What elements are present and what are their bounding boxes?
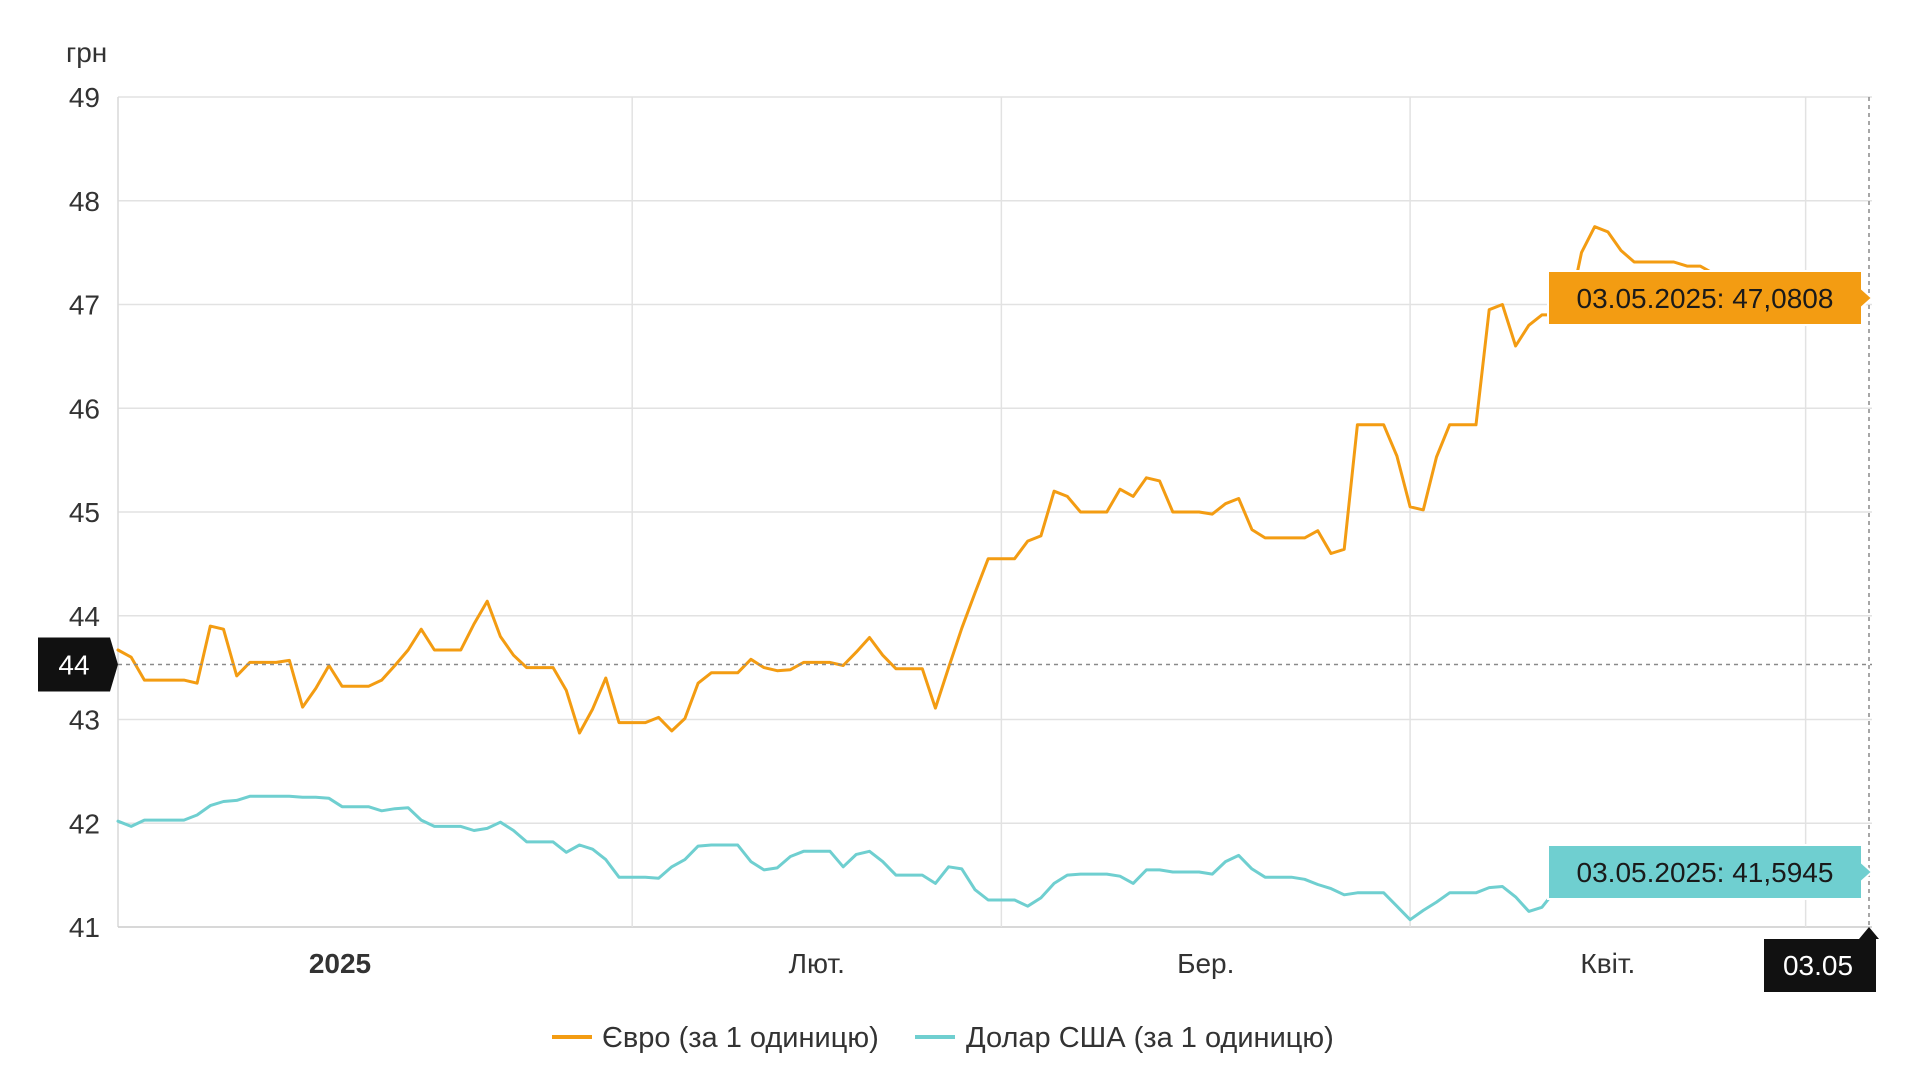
legend-item-euro-label: Євро (за 1 одиницю) — [602, 1022, 879, 1054]
tooltips: 03.05.2025: 47,0808 03.05.2025: 41,5945 — [1547, 270, 1874, 900]
crosshair-y-flag — [38, 637, 118, 692]
grid — [117, 96, 1872, 928]
series — [116, 225, 1834, 922]
axes: грн 41 42 43 44 45 46 47 48 49 2025 Лют. Бер. Квіт. — [66, 37, 1635, 979]
legend-item-euro[interactable]: Євро (за 1 одиницю) — [552, 1022, 879, 1054]
usd-series-line — [116, 794, 1834, 922]
y-tick-label: 45 — [69, 497, 100, 528]
euro-tooltip-text: 03.05.2025: 47,0808 — [1577, 283, 1834, 314]
x-tick-label: Квіт. — [1580, 948, 1635, 979]
legend[interactable]: Євро (за 1 одиницю) Долар США (за 1 одини… — [552, 1022, 1334, 1054]
x-tick-label: Лют. — [789, 948, 845, 979]
x-tick-label: Бер. — [1177, 948, 1234, 979]
y-tick-label: 43 — [69, 705, 100, 736]
y-tick-label: 42 — [69, 808, 100, 839]
usd-tooltip-box — [1547, 844, 1874, 900]
y-tick-label: 47 — [69, 290, 100, 321]
crosshair-x-label: 03.05 — [1783, 950, 1853, 981]
y-axis-unit: грн — [66, 37, 107, 68]
y-tick-label: 44 — [69, 601, 100, 632]
legend-item-usd[interactable]: Долар США (за 1 одиницю) — [915, 1022, 1334, 1054]
y-tick-label: 41 — [69, 912, 100, 943]
crosshair-y-label: 44 — [58, 650, 89, 681]
y-tick-label: 49 — [69, 82, 100, 113]
euro-tooltip-box — [1547, 270, 1874, 326]
usd-tooltip-text: 03.05.2025: 41,5945 — [1577, 857, 1834, 888]
euro-series-line — [116, 225, 1834, 735]
x-tick-label: 2025 — [309, 948, 371, 979]
crosshair-x-flag — [1764, 927, 1879, 992]
y-tick-label: 48 — [69, 186, 100, 217]
crosshair: 44 03.05 — [38, 97, 1879, 992]
legend-item-usd-label: Долар США (за 1 одиницю) — [966, 1022, 1334, 1054]
y-tick-label: 46 — [69, 393, 100, 424]
